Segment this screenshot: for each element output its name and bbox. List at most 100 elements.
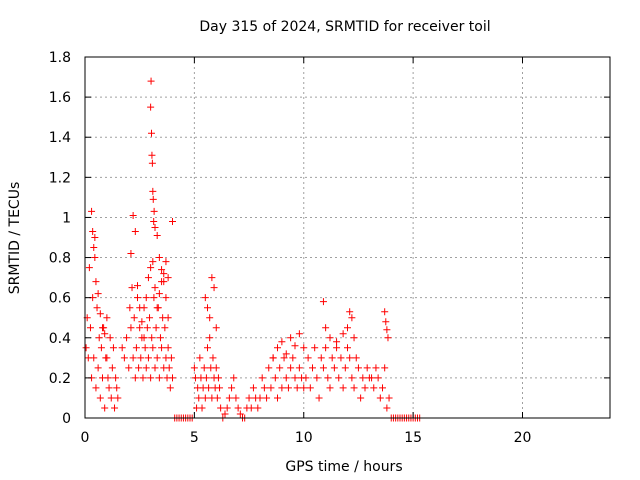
data-point xyxy=(88,207,96,215)
data-point xyxy=(92,384,100,392)
data-point xyxy=(223,404,231,412)
data-point xyxy=(111,404,119,412)
data-point xyxy=(151,284,159,292)
data-point xyxy=(149,187,157,195)
x-tick-label: 15 xyxy=(404,430,422,446)
y-tick-label: 1.8 xyxy=(49,50,71,66)
data-point xyxy=(313,374,321,382)
data-point xyxy=(276,364,284,372)
data-point xyxy=(164,344,172,352)
data-point xyxy=(155,290,163,298)
data-point xyxy=(206,334,214,342)
data-point xyxy=(149,195,157,203)
data-point xyxy=(291,374,299,382)
data-point xyxy=(142,364,150,372)
data-point xyxy=(99,324,106,332)
data-point xyxy=(348,314,356,322)
data-point xyxy=(153,304,161,312)
data-point xyxy=(326,334,334,342)
data-point xyxy=(217,404,225,412)
data-point xyxy=(221,410,229,418)
data-point xyxy=(201,294,209,302)
data-point xyxy=(141,344,149,352)
data-point xyxy=(247,404,255,412)
data-point xyxy=(213,394,221,402)
data-point xyxy=(95,334,103,342)
data-point xyxy=(383,404,391,412)
data-point xyxy=(103,354,111,362)
data-point xyxy=(137,354,145,362)
data-point xyxy=(131,227,139,235)
x-tick-label: 5 xyxy=(190,430,199,446)
data-point xyxy=(322,344,330,352)
data-point xyxy=(136,304,144,312)
data-point xyxy=(317,354,325,362)
data-point xyxy=(300,384,308,392)
data-point xyxy=(109,344,117,352)
data-point xyxy=(120,354,128,362)
data-point xyxy=(333,344,341,352)
data-point xyxy=(101,404,109,412)
data-point xyxy=(258,374,266,382)
data-point xyxy=(158,344,166,352)
data-point xyxy=(148,151,156,159)
data-point xyxy=(324,374,332,382)
data-point xyxy=(350,334,358,342)
data-point xyxy=(287,364,295,372)
data-point xyxy=(295,330,303,338)
data-point xyxy=(134,294,141,302)
data-point xyxy=(131,374,139,382)
data-point xyxy=(234,404,242,412)
data-point xyxy=(160,278,168,286)
y-tick-label: 0.6 xyxy=(49,291,71,307)
data-point xyxy=(269,354,277,362)
data-point xyxy=(306,384,314,392)
data-point xyxy=(282,350,290,358)
data-point xyxy=(114,394,122,402)
data-point xyxy=(103,314,111,322)
data-point xyxy=(153,231,161,239)
y-tick-label: 1.6 xyxy=(49,90,71,106)
data-point xyxy=(169,217,176,225)
data-point xyxy=(150,294,158,302)
data-point xyxy=(151,364,159,372)
data-point xyxy=(274,394,281,402)
data-point xyxy=(289,354,297,362)
data-point xyxy=(363,364,371,372)
data-point xyxy=(278,338,286,346)
data-point xyxy=(315,394,323,402)
data-point xyxy=(158,266,166,274)
data-point xyxy=(86,324,94,332)
data-point xyxy=(147,264,155,272)
data-point xyxy=(127,250,135,258)
y-tick-label: 1.4 xyxy=(49,130,71,146)
data-point xyxy=(82,344,90,352)
data-point xyxy=(344,344,351,352)
data-point xyxy=(346,354,354,362)
data-point xyxy=(382,318,390,326)
x-tick-label: 20 xyxy=(514,430,532,446)
data-point xyxy=(256,394,264,402)
data-point xyxy=(101,330,109,338)
data-point xyxy=(123,334,131,342)
data-point xyxy=(350,384,358,392)
data-point xyxy=(160,270,168,278)
data-point xyxy=(381,364,389,372)
data-point xyxy=(200,364,208,372)
data-point xyxy=(337,354,345,362)
data-point xyxy=(260,384,268,392)
data-point xyxy=(300,344,308,352)
data-point xyxy=(138,318,146,326)
data-point xyxy=(149,344,157,352)
data-point xyxy=(96,394,104,402)
data-point xyxy=(162,294,170,302)
data-point xyxy=(129,211,137,219)
x-tick-label: 0 xyxy=(81,430,90,446)
y-tick-label: 0.4 xyxy=(49,331,71,347)
data-point xyxy=(190,364,198,372)
data-point xyxy=(92,278,100,286)
data-point xyxy=(328,354,336,362)
data-point xyxy=(165,364,173,372)
data-point xyxy=(125,364,133,372)
data-point xyxy=(232,394,240,402)
